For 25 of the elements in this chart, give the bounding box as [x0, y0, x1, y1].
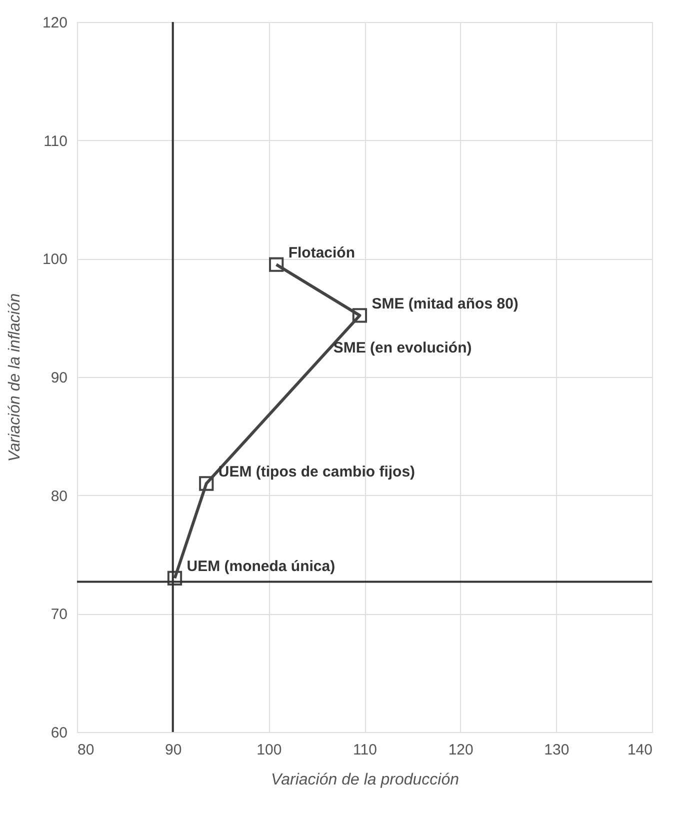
annotation: UEM (moneda única) — [186, 558, 336, 576]
y-tick-label: 110 — [44, 132, 68, 150]
x-tick-label: 130 — [544, 742, 570, 758]
y-tick-label: 70 — [50, 606, 68, 624]
x-axis-title: Variación de la producción — [271, 772, 460, 788]
y-tick-label: 100 — [42, 251, 68, 268]
x-tick-label: 100 — [256, 742, 282, 758]
y-axis-title: Variación de la inflación — [6, 293, 24, 462]
y-tick-label: 90 — [50, 370, 68, 386]
y-tick-label: 120 — [42, 14, 68, 32]
point — [199, 476, 214, 491]
y-tick-label: 80 — [50, 488, 68, 505]
annotation: SME (mitad años 80) — [372, 295, 518, 312]
annotation: Flotación — [288, 244, 356, 262]
x-tick-label: 80 — [78, 742, 94, 758]
annotation: UEM (tipos de cambio fijos) — [218, 464, 416, 480]
point — [269, 257, 284, 272]
y-tick-label: 60 — [50, 724, 68, 742]
x-tick-label: 140 — [627, 742, 652, 758]
point — [352, 308, 368, 323]
point — [167, 570, 182, 586]
x-tick-label: 120 — [448, 742, 474, 758]
x-tick-label: 110 — [353, 742, 377, 758]
annotation: SME (en evolución) — [333, 339, 472, 356]
x-tick-label: 90 — [164, 742, 182, 758]
